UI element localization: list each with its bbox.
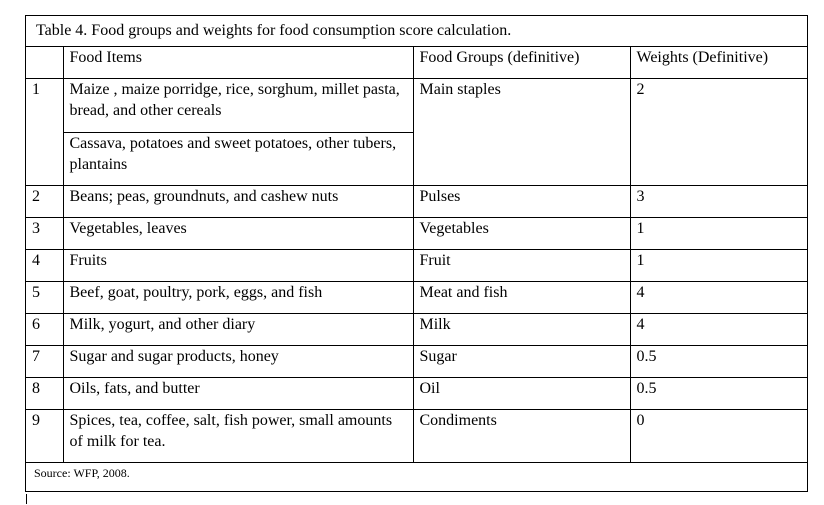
- row-weight: 1: [629, 216, 808, 250]
- row-number: 6: [26, 312, 64, 346]
- row-number: 7: [26, 344, 64, 378]
- row-food-group: Condiments: [412, 408, 631, 463]
- table-row: 6 Milk, yogurt, and other diary Milk 4: [26, 312, 808, 346]
- row-food-group: Main staples: [412, 77, 631, 186]
- row-food-items: Cassava, potatoes and sweet potatoes, ot…: [63, 131, 413, 186]
- row-weight: 0.5: [629, 344, 808, 378]
- row-weight: 2: [629, 77, 808, 186]
- table-row: 2 Beans; peas, groundnuts, and cashew nu…: [26, 184, 808, 218]
- row-number: 9: [26, 408, 64, 463]
- row-number: 8: [26, 376, 64, 410]
- row-food-group: Pulses: [412, 184, 631, 218]
- table-row: 1 Maize , maize porridge, rice, sorghum,…: [26, 77, 808, 186]
- row-food-items: Spices, tea, coffee, salt, fish power, s…: [62, 408, 414, 463]
- row-number: 2: [26, 184, 64, 218]
- header-food-items: Food Items: [62, 47, 414, 79]
- header-number: [26, 47, 64, 79]
- row-weight: 4: [629, 280, 808, 314]
- table-row: 7 Sugar and sugar products, honey Sugar …: [26, 344, 808, 378]
- table-caption: Table 4. Food groups and weights for foo…: [26, 16, 807, 47]
- row-food-group: Oil: [412, 376, 631, 410]
- food-groups-grid: Food Items Food Groups (definitive) Weig…: [26, 47, 808, 463]
- row-weight: 1: [629, 248, 808, 282]
- row-weight: 0.5: [629, 376, 808, 410]
- row-food-items: Oils, fats, and butter: [62, 376, 414, 410]
- row-weight: 0: [629, 408, 808, 463]
- row-number: 3: [26, 216, 64, 250]
- food-groups-table: Table 4. Food groups and weights for foo…: [25, 15, 808, 492]
- row-food-items: Beans; peas, groundnuts, and cashew nuts: [62, 184, 414, 218]
- row-weight: 4: [629, 312, 808, 346]
- row-number: 5: [26, 280, 64, 314]
- row-food-group: Sugar: [412, 344, 631, 378]
- table-row: 5 Beef, goat, poultry, pork, eggs, and f…: [26, 280, 808, 314]
- table-row: Cassava, potatoes and sweet potatoes, ot…: [26, 131, 808, 186]
- row-food-items: Beef, goat, poultry, pork, eggs, and fis…: [62, 280, 414, 314]
- row-food-items: Vegetables, leaves: [62, 216, 414, 250]
- row-food-group: Meat and fish: [412, 280, 631, 314]
- row-food-items: Milk, yogurt, and other diary: [62, 312, 414, 346]
- table-source-note: Source: WFP, 2008.: [34, 465, 130, 480]
- row-food-items: Fruits: [62, 248, 414, 282]
- row-weight: 3: [629, 184, 808, 218]
- header-row: Food Items Food Groups (definitive) Weig…: [26, 47, 808, 79]
- table-row: 8 Oils, fats, and butter Oil 0.5: [26, 376, 808, 410]
- table-row: 4 Fruits Fruit 1: [26, 248, 808, 282]
- row-food-items: Maize , maize porridge, rice, sorghum, m…: [62, 77, 414, 133]
- row-food-group: Vegetables: [412, 216, 631, 250]
- row-food-group: Fruit: [412, 248, 631, 282]
- row-food-group: Milk: [412, 312, 631, 346]
- table-row: 9 Spices, tea, coffee, salt, fish power,…: [26, 408, 808, 463]
- row-number: 1: [26, 77, 64, 186]
- row-food-items: Sugar and sugar products, honey: [62, 344, 414, 378]
- table-row: 3 Vegetables, leaves Vegetables 1: [26, 216, 808, 250]
- text-cursor: [26, 494, 27, 504]
- row-number: 4: [26, 248, 64, 282]
- header-weights: Weights (Definitive): [629, 47, 808, 79]
- header-food-groups: Food Groups (definitive): [412, 47, 631, 79]
